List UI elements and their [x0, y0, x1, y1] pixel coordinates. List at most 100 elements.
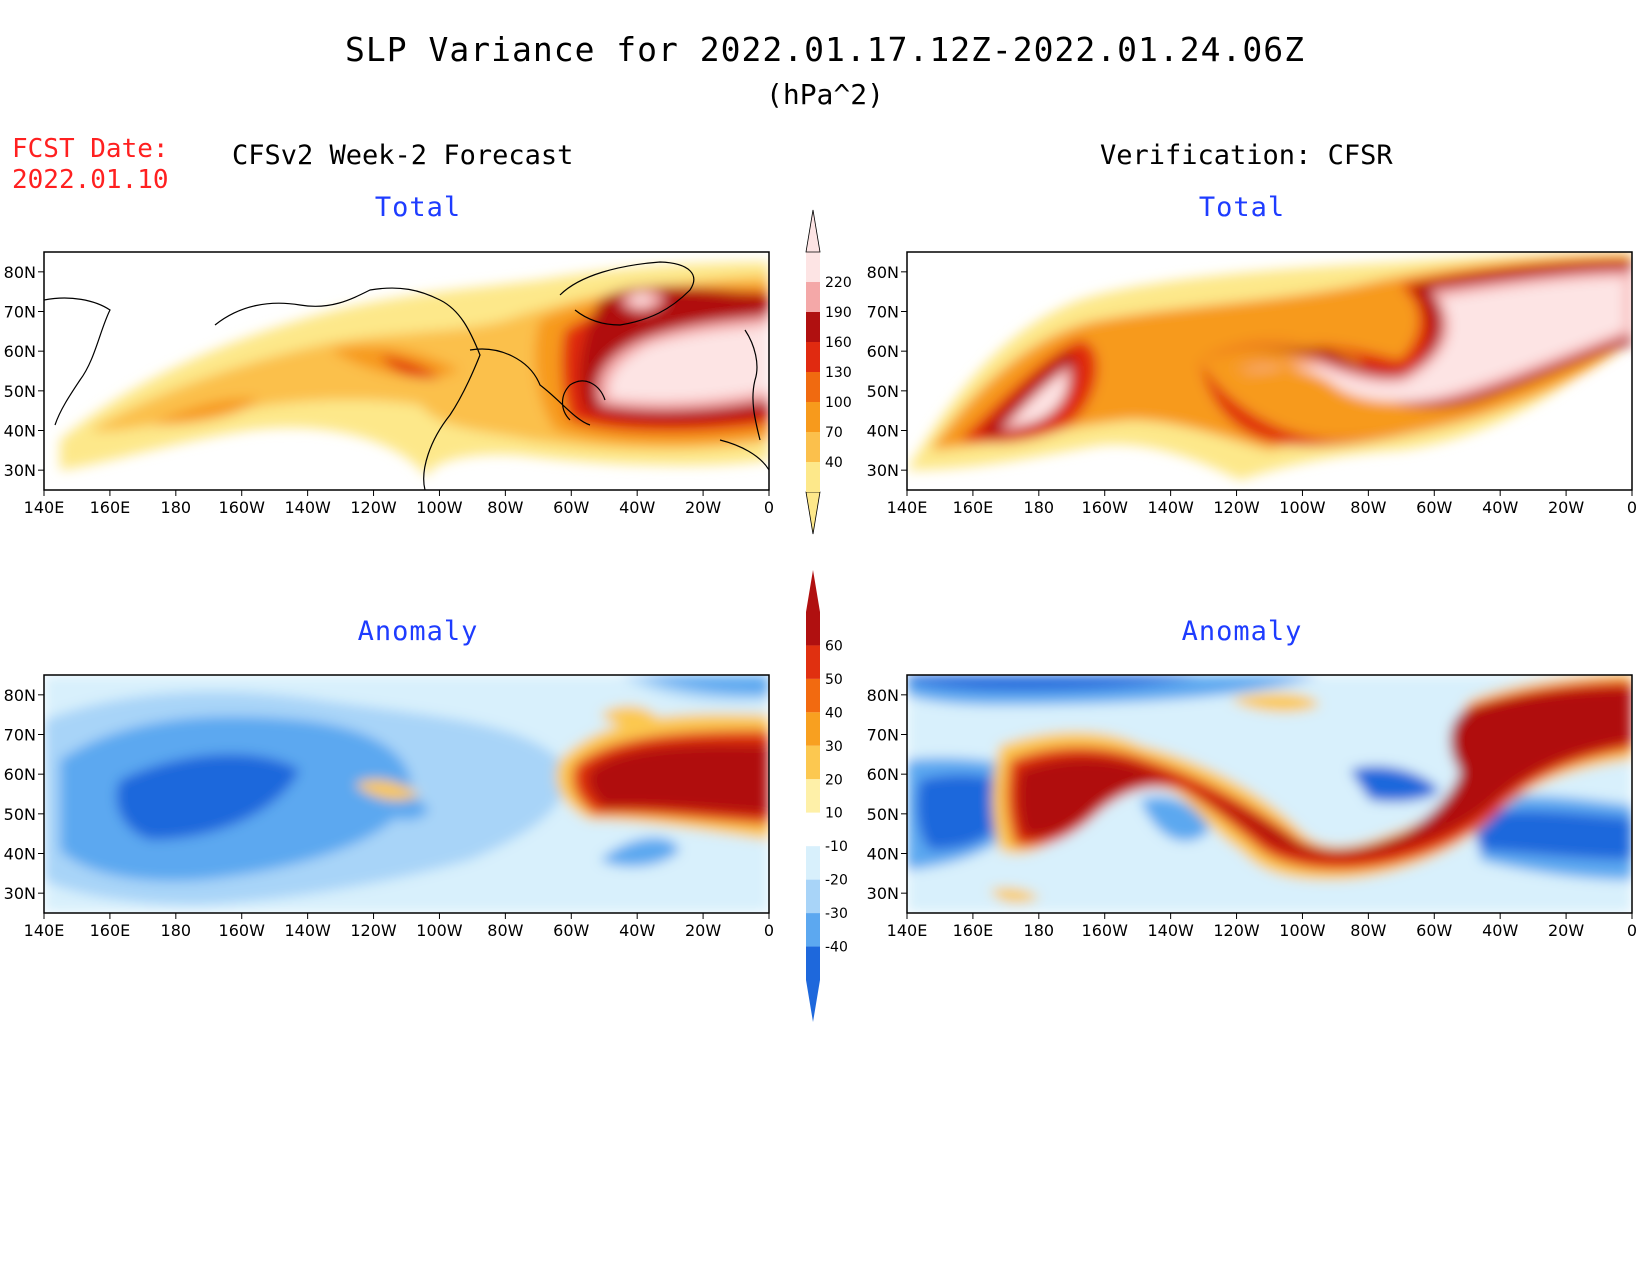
colorbar-total-swatch — [806, 342, 820, 372]
colorbar-total-label: 40 — [825, 455, 843, 471]
lon-tick-label: 80W — [1350, 498, 1386, 517]
colorbar-anomaly-label: 60 — [825, 638, 843, 654]
colorbar-anomaly-swatch — [806, 913, 820, 947]
lon-tick-label: 40W — [619, 498, 655, 517]
colorbar-anomaly-swatch — [806, 779, 820, 813]
lon-tick-label: 160W — [219, 498, 266, 517]
colorbar-total-label: 100 — [825, 395, 852, 411]
colorbar-total-swatch — [806, 402, 820, 432]
colorbar-anomaly-label: 20 — [825, 772, 843, 788]
colorbar-anomaly-label: 40 — [825, 705, 843, 721]
lon-tick-label: 180 — [161, 498, 192, 517]
lon-tick-label: 160E — [90, 498, 131, 517]
verification-anomaly-frame — [906, 674, 1633, 914]
lon-tick-label: 160E — [953, 921, 994, 940]
lat-tick-label: 70N — [4, 303, 36, 322]
lat-tick-label: 40N — [4, 845, 36, 864]
colorbar-anomaly-label: -40 — [825, 940, 848, 956]
fcst-date-value: 2022.01.10 — [12, 165, 169, 195]
lon-tick-label: 160E — [953, 498, 994, 517]
lon-tick-label: 20W — [1548, 921, 1584, 940]
colorbar-anomaly-label: 30 — [825, 739, 843, 755]
colorbar-total-swatch — [806, 372, 820, 402]
colorbar-total-swatch — [806, 432, 820, 462]
lon-tick-label: 60W — [553, 498, 589, 517]
colorbar-anomaly-swatch — [806, 745, 820, 780]
lon-tick-label: 140W — [1147, 498, 1194, 517]
forecast-anomaly-title: Anomaly — [357, 616, 479, 647]
verification-anomaly-title: Anomaly — [1181, 616, 1303, 647]
forecast-heading: CFSv2 Week-2 Forecast — [232, 140, 574, 171]
lat-tick-label: 30N — [4, 461, 36, 480]
colorbar-total-low-arrow — [805, 491, 821, 535]
colorbar-anomaly-swatch — [806, 879, 820, 914]
colorbar-anomaly-label: -10 — [825, 839, 848, 855]
lon-tick-label: 180 — [1024, 921, 1055, 940]
lon-tick-label: 60W — [1416, 498, 1452, 517]
forecast-total-map — [60, 262, 769, 480]
lon-tick-label: 0 — [764, 498, 774, 517]
verification-total-title: Total — [1198, 192, 1286, 223]
lat-tick-label: 80N — [867, 263, 899, 282]
verification-heading: Verification: CFSR — [1100, 140, 1393, 171]
colorbar-anomaly-label: -30 — [825, 906, 848, 922]
lon-tick-label: 20W — [1548, 498, 1584, 517]
lat-tick-label: 80N — [4, 263, 36, 282]
lat-tick-label: 60N — [867, 765, 899, 784]
colorbar-total-label: 190 — [825, 305, 852, 321]
lon-tick-label: 80W — [1350, 921, 1386, 940]
lat-tick-label: 50N — [4, 382, 36, 401]
fcst-date-caption: FCST Date: — [12, 134, 169, 164]
lon-tick-label: 40W — [619, 921, 655, 940]
lon-tick-label: 40W — [1482, 498, 1518, 517]
lon-tick-label: 140E — [887, 498, 928, 517]
lon-tick-label: 140E — [887, 921, 928, 940]
lat-tick-label: 40N — [4, 422, 36, 441]
colorbar-anomaly: 60 50 40 30 20 10 -10 -20 -30 -40 — [806, 570, 848, 1022]
lon-tick-label: 0 — [764, 921, 774, 940]
lon-tick-label: 0 — [1627, 498, 1637, 517]
lat-tick-label: 30N — [4, 884, 36, 903]
lon-tick-label: 180 — [1024, 498, 1055, 517]
colorbar-total-swatch — [806, 252, 820, 282]
lat-tick-label: 30N — [867, 461, 899, 480]
lat-tick-label: 60N — [867, 342, 899, 361]
lat-tick-label: 80N — [4, 686, 36, 705]
lon-tick-label: 40W — [1482, 921, 1518, 940]
lon-tick-label: 180 — [161, 921, 192, 940]
lon-tick-label: 140W — [1147, 921, 1194, 940]
colorbar-total-label: 220 — [825, 275, 852, 291]
colorbar-anomaly-swatch — [806, 846, 820, 880]
forecast-total-frame — [43, 251, 770, 491]
lon-tick-label: 60W — [553, 921, 589, 940]
colorbar-anomaly-high-arrow — [806, 570, 820, 612]
lat-tick-label: 60N — [4, 765, 36, 784]
colorbar-total-high-arrow — [805, 209, 821, 253]
lon-tick-label: 80W — [487, 498, 523, 517]
colorbar-anomaly-label: 50 — [825, 672, 843, 688]
colorbar-anomaly-label: -20 — [825, 873, 848, 889]
lat-tick-label: 50N — [867, 805, 899, 824]
colorbar-anomaly-swatch — [806, 712, 820, 746]
lat-tick-label: 70N — [867, 726, 899, 745]
lat-tick-label: 40N — [867, 845, 899, 864]
lon-tick-label: 140E — [24, 921, 65, 940]
colorbar-anomaly-swatch — [806, 812, 820, 847]
lon-tick-label: 160E — [90, 921, 131, 940]
lat-tick-label: 70N — [4, 726, 36, 745]
lon-tick-label: 100W — [1279, 921, 1326, 940]
forecast-anomaly-frame — [43, 674, 770, 914]
lon-tick-label: 140E — [24, 498, 65, 517]
lat-tick-label: 50N — [4, 805, 36, 824]
verification-anomaly-map — [907, 675, 1632, 913]
colorbar-anomaly-swatch — [806, 678, 820, 713]
lon-tick-label: 0 — [1627, 921, 1637, 940]
lon-tick-label: 140W — [284, 921, 331, 940]
lat-tick-label: 30N — [867, 884, 899, 903]
lon-tick-label: 80W — [487, 921, 523, 940]
axis-labels: 140E 160E 180 160W 140W 120W 100W 80W 60W 40W 20W 0… — [4, 263, 1637, 940]
lon-tick-label: 160W — [1082, 921, 1129, 940]
lon-tick-label: 60W — [1416, 921, 1452, 940]
colorbar-total-swatch — [806, 282, 820, 312]
lon-tick-label: 160W — [1082, 498, 1129, 517]
